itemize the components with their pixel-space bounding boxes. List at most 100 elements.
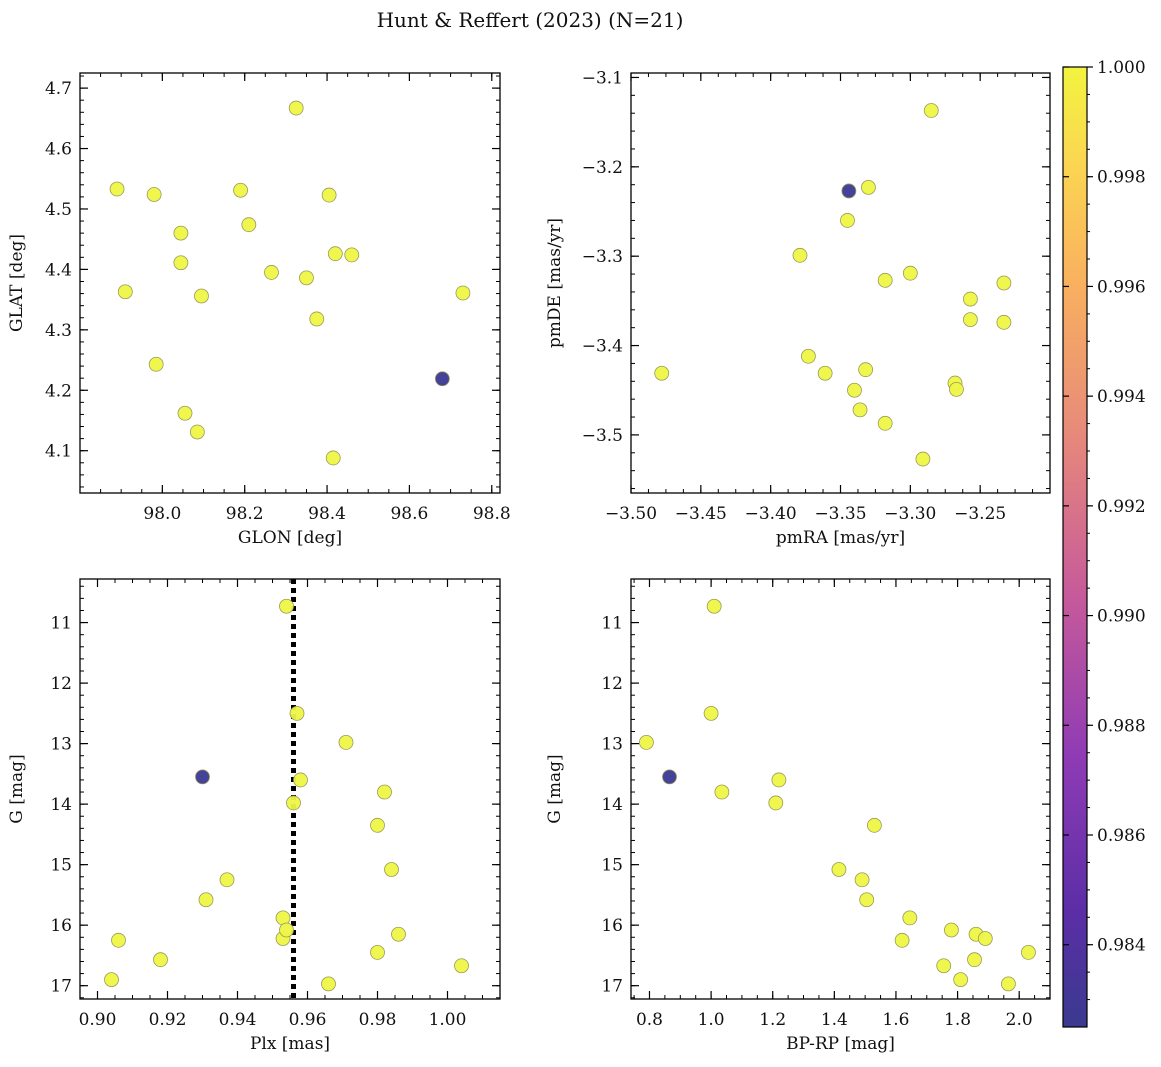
x-tick-label: 0.98 bbox=[359, 1010, 397, 1030]
data-point bbox=[299, 270, 314, 286]
data-point bbox=[831, 862, 847, 877]
y-tick-label: 4.2 bbox=[45, 381, 72, 401]
x-tick-label: −3.25 bbox=[954, 504, 1006, 524]
data-point bbox=[321, 187, 337, 203]
x-tick-label: −3.35 bbox=[814, 504, 866, 524]
x-tick-label: −3.45 bbox=[675, 504, 727, 524]
y-tick-label: 12 bbox=[601, 674, 623, 694]
data-point bbox=[177, 405, 193, 421]
colorbar-tick-label: 1.000 bbox=[1097, 58, 1146, 78]
data-point bbox=[847, 382, 862, 398]
y-axis-label: pmDE [mas/yr] bbox=[545, 218, 565, 348]
data-point bbox=[859, 892, 875, 908]
data-point bbox=[434, 371, 450, 387]
data-point bbox=[858, 362, 874, 378]
data-point bbox=[455, 285, 471, 301]
data-point bbox=[194, 288, 209, 304]
panel-proper-motion: pmRA [mas/yr] pmDE [mas/yr] −3.50 −3.45 −3… bbox=[545, 68, 1051, 548]
y-tick-label: −3.2 bbox=[582, 158, 623, 178]
x-tick-label: −3.30 bbox=[884, 504, 936, 524]
colorbar-tick-label: 0.984 bbox=[1097, 936, 1146, 956]
data-point bbox=[902, 265, 918, 281]
y-tick-label: 4.4 bbox=[45, 260, 72, 280]
colorbar-tick-label: 0.992 bbox=[1097, 497, 1146, 517]
x-tick-label: 98.6 bbox=[390, 504, 428, 524]
data-point bbox=[370, 945, 385, 960]
data-point bbox=[915, 451, 931, 467]
colorbar-tick-label: 0.996 bbox=[1097, 277, 1146, 297]
colorbar-tick-label: 0.986 bbox=[1097, 826, 1146, 846]
colorbar: 0.984 0.986 0.988 0.990 0.992 0.994 0.996 0.998… bbox=[1062, 58, 1146, 1028]
x-tick-label: 0.94 bbox=[219, 1010, 257, 1030]
data-point bbox=[111, 932, 126, 948]
x-axis-label: BP-RP [mag] bbox=[786, 1034, 895, 1054]
figure-title: Hunt & Reffert (2023) (N=21) bbox=[377, 8, 684, 32]
x-tick-label: 1.8 bbox=[944, 1010, 971, 1030]
x-axis-label: GLON [deg] bbox=[238, 528, 342, 548]
y-tick-label: 15 bbox=[50, 856, 72, 876]
data-point bbox=[852, 402, 868, 418]
data-point bbox=[936, 958, 952, 974]
y-axis-label: GLAT [deg] bbox=[7, 234, 27, 332]
data-point bbox=[173, 255, 189, 271]
data-point bbox=[962, 291, 978, 307]
data-point bbox=[923, 103, 939, 118]
y-tick-label: 4.7 bbox=[45, 79, 72, 99]
data-point bbox=[953, 972, 969, 988]
data-point bbox=[639, 735, 654, 750]
x-tick-label: 1.2 bbox=[759, 1010, 786, 1030]
data-point bbox=[454, 958, 469, 974]
data-point bbox=[288, 100, 304, 116]
x-tick-label: 1.0 bbox=[698, 1010, 725, 1030]
data-point bbox=[854, 872, 870, 888]
data-point bbox=[344, 247, 360, 263]
x-tick-label: −3.40 bbox=[745, 504, 797, 524]
x-tick-label: 1.6 bbox=[882, 1010, 909, 1030]
data-point bbox=[173, 225, 189, 241]
data-point bbox=[264, 265, 279, 280]
data-point bbox=[325, 450, 341, 466]
data-point bbox=[189, 424, 205, 440]
x-tick-label: 98.2 bbox=[226, 504, 264, 524]
panel-color-magnitude: BP-RP [mag] G [mag] 0.8 1.0 1.2 1.4 1.6 1.8 2.… bbox=[545, 578, 1051, 1054]
data-point bbox=[279, 922, 294, 938]
y-tick-label: 17 bbox=[50, 977, 72, 997]
data-point bbox=[117, 284, 133, 300]
data-point bbox=[877, 415, 893, 431]
data-point bbox=[703, 705, 719, 721]
x-tick-label: 98.8 bbox=[473, 504, 511, 524]
y-axis-label: G [mag] bbox=[7, 754, 27, 823]
data-point bbox=[104, 972, 119, 988]
data-point bbox=[370, 817, 385, 833]
x-tick-label: 0.96 bbox=[289, 1010, 327, 1030]
x-tick-label: 0.8 bbox=[636, 1010, 663, 1030]
x-axis-label: pmRA [mas/yr] bbox=[776, 528, 905, 548]
y-tick-label: 4.6 bbox=[45, 140, 72, 160]
data-point bbox=[894, 932, 910, 948]
y-tick-label: 15 bbox=[601, 856, 623, 876]
y-tick-label: 14 bbox=[50, 795, 72, 815]
data-point bbox=[861, 179, 876, 195]
y-tick-label: 13 bbox=[601, 735, 623, 755]
data-point bbox=[877, 272, 893, 288]
data-point bbox=[967, 952, 982, 968]
y-tick-label: 16 bbox=[601, 916, 623, 936]
data-point bbox=[309, 311, 325, 327]
data-point bbox=[286, 795, 301, 811]
y-tick-label: 12 bbox=[50, 674, 72, 694]
y-tick-label: 13 bbox=[50, 735, 72, 755]
data-point bbox=[233, 182, 248, 198]
data-point bbox=[902, 910, 918, 926]
y-tick-label: −3.4 bbox=[582, 337, 623, 357]
data-point bbox=[293, 772, 308, 788]
plot-frame bbox=[630, 72, 1051, 494]
data-point bbox=[996, 314, 1012, 330]
data-point bbox=[1021, 945, 1036, 960]
colorbar-tick-label: 0.990 bbox=[1097, 607, 1146, 627]
data-point bbox=[768, 795, 784, 811]
data-point bbox=[996, 275, 1012, 291]
data-point bbox=[377, 784, 392, 800]
y-tick-label: 16 bbox=[50, 916, 72, 936]
y-tick-label: −3.1 bbox=[582, 68, 623, 88]
